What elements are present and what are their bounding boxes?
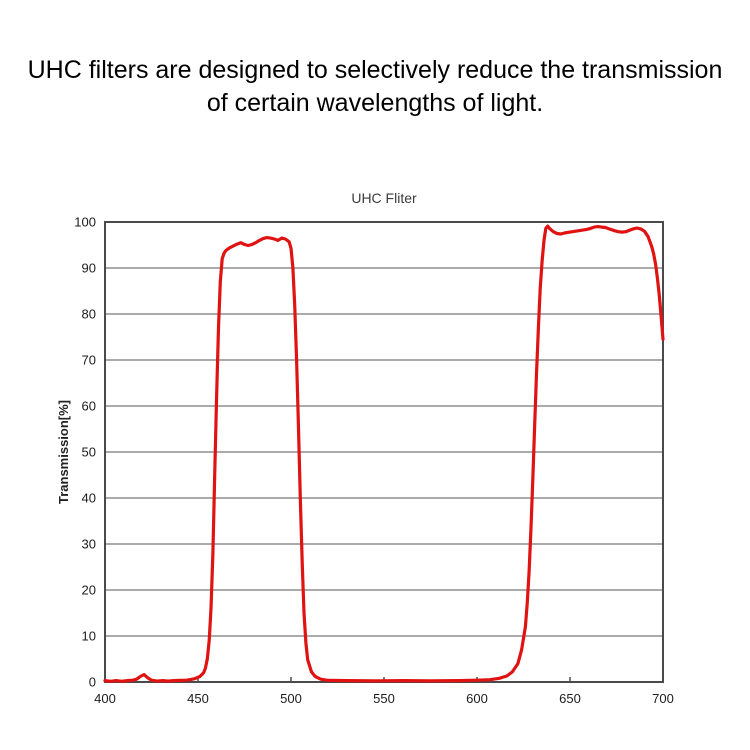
page-heading: UHC filters are designed to selectively … [0, 54, 750, 120]
y-tick-label: 90 [82, 261, 96, 276]
x-tick-label: 650 [559, 691, 581, 706]
y-tick-label: 50 [82, 445, 96, 460]
x-tick-label: 450 [187, 691, 209, 706]
y-tick-label: 10 [82, 629, 96, 644]
heading-line-2: of certain wavelengths of light. [206, 89, 544, 117]
transmission-curve [103, 224, 665, 683]
y-tick-label: 100 [74, 215, 96, 230]
y-tick-label: 60 [82, 399, 96, 414]
y-tick-label: 0 [89, 675, 96, 690]
y-tick-label: 40 [82, 491, 96, 506]
y-tick-label: 30 [82, 537, 96, 552]
y-tick-label: 20 [82, 583, 96, 598]
y-tick-label: 70 [82, 353, 96, 368]
chart-title: UHC Fliter [351, 190, 417, 206]
x-tick-label: 700 [652, 691, 674, 706]
x-tick-label: 600 [466, 691, 488, 706]
x-tick-label: 500 [280, 691, 302, 706]
x-tick-label: 400 [94, 691, 116, 706]
heading-line-1: UHC filters are designed to selectively … [27, 56, 723, 84]
y-axis-title: Transmission[%] [56, 400, 71, 504]
x-tick-label: 550 [373, 691, 395, 706]
y-tick-label: 80 [82, 307, 96, 322]
